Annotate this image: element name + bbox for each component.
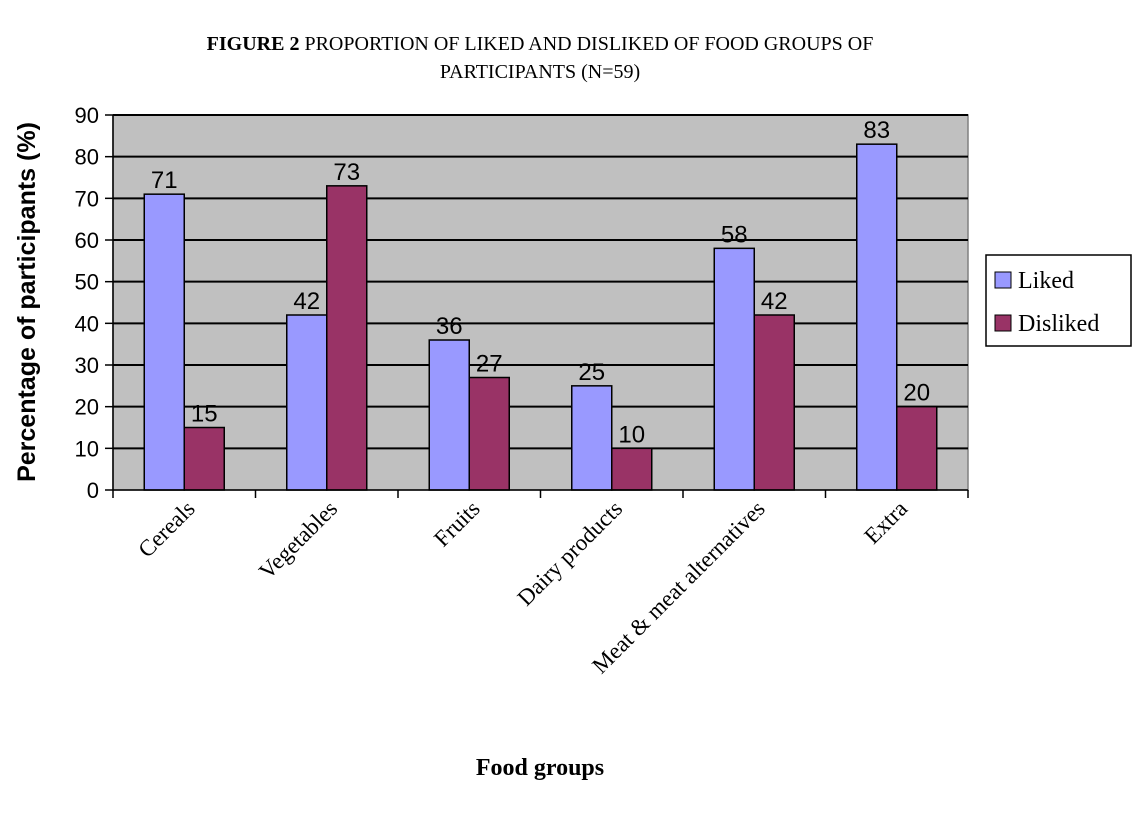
data-label: 36	[436, 313, 463, 340]
bar-liked	[428, 339, 470, 491]
bar-liked	[713, 247, 755, 491]
bar-disliked	[611, 447, 653, 491]
chart-title-prefix: FIGURE 2	[207, 33, 300, 55]
x-tick-label: Cereals	[133, 496, 199, 562]
legend-label-liked: Liked	[1018, 268, 1074, 294]
data-label: 10	[618, 421, 645, 448]
legend-label-disliked: Disliked	[1018, 311, 1099, 337]
x-tick-label: Dairy products	[513, 496, 628, 611]
data-labels: 71 15 42 73 36 27 25 10 58 42 83 20	[151, 117, 930, 448]
data-label: 42	[761, 288, 788, 315]
y-tick-label: 90	[75, 103, 99, 128]
x-axis-label: Food groups	[476, 755, 604, 781]
legend: Liked Disliked	[985, 254, 1132, 347]
bar-disliked	[183, 426, 225, 491]
data-label: 20	[903, 380, 930, 407]
y-tick-label: 20	[75, 395, 99, 420]
bar-disliked	[326, 185, 368, 491]
y-tick-label: 40	[75, 311, 99, 336]
data-label: 25	[578, 359, 605, 386]
x-tick-label: Extra	[859, 496, 912, 549]
data-label: 15	[191, 401, 218, 428]
y-tick-label: 30	[75, 353, 99, 378]
y-tick-label: 10	[75, 436, 99, 461]
bar-disliked	[468, 376, 510, 491]
y-tick-label: 80	[75, 145, 99, 170]
chart-title: FIGURE 2 PROPORTION OF LIKED AND DISLIKE…	[207, 33, 874, 55]
bar-liked	[856, 143, 898, 491]
y-tick-label: 60	[75, 228, 99, 253]
bar-liked	[286, 314, 328, 491]
y-tick-label: 0	[87, 478, 99, 503]
x-tick-label: Fruits	[429, 496, 485, 552]
legend-swatch-disliked	[994, 314, 1012, 332]
y-tick-label: 50	[75, 270, 99, 295]
plot-area	[112, 114, 969, 491]
data-label: 58	[721, 221, 748, 248]
grid-lines	[113, 114, 968, 450]
legend-swatch-liked	[994, 271, 1012, 289]
data-label: 83	[863, 117, 890, 144]
data-label: 71	[151, 167, 178, 194]
y-axis-label: Percentage of participants (%)	[13, 122, 41, 482]
bar-liked	[571, 385, 613, 491]
bar-disliked	[896, 405, 938, 491]
data-label: 73	[333, 159, 360, 186]
data-label: 27	[476, 351, 503, 378]
x-tick-label: Vegetables	[254, 496, 342, 584]
data-label: 42	[293, 288, 320, 315]
bar-liked	[143, 193, 185, 491]
bars	[143, 143, 938, 491]
bar-disliked	[753, 314, 795, 491]
chart-title-line1: PROPORTION OF LIKED AND DISLIKED OF FOOD…	[304, 33, 873, 55]
chart-title-line2: PARTICIPANTS (N=59)	[440, 61, 640, 83]
y-tick-label: 70	[75, 186, 99, 211]
